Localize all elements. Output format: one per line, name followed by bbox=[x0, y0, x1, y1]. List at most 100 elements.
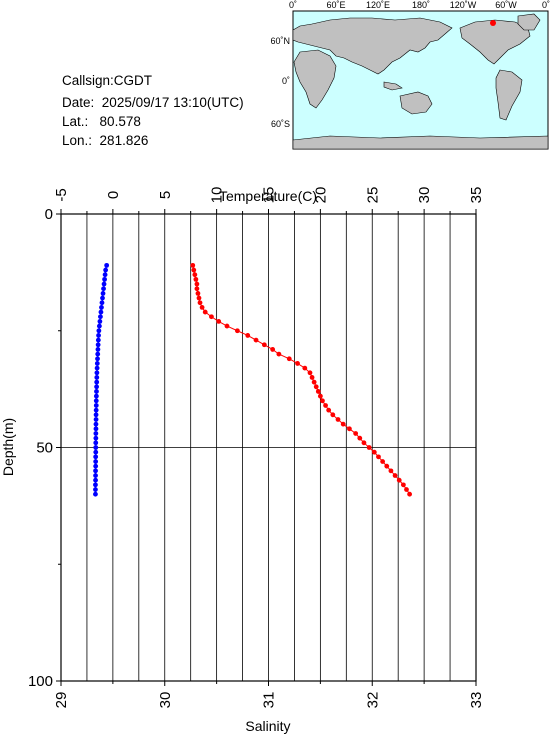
lon-value: 281.826 bbox=[99, 133, 149, 148]
temperature-tick-label: 15 bbox=[261, 187, 278, 204]
temperature-point bbox=[97, 319, 103, 324]
temperature-point bbox=[95, 351, 101, 357]
salinity-point bbox=[404, 487, 409, 492]
salinity-tick-label: 31 bbox=[261, 692, 278, 709]
temperature-point bbox=[93, 407, 99, 413]
salinity-point bbox=[366, 445, 372, 450]
temperature-point bbox=[93, 403, 99, 408]
lat-label: Lat.: bbox=[62, 114, 89, 129]
temperature-point bbox=[93, 417, 99, 422]
salinity-point bbox=[245, 333, 251, 338]
temperature-point bbox=[94, 389, 99, 394]
salinity-tick-label: 30 bbox=[157, 692, 174, 709]
date-value: 2025/09/17 13:10(UTC) bbox=[101, 95, 244, 110]
station-marker bbox=[490, 20, 496, 26]
chart-grid bbox=[61, 214, 476, 681]
temperature-point bbox=[96, 323, 102, 329]
date-label: Date: bbox=[62, 95, 95, 110]
temperature-point bbox=[98, 309, 104, 315]
chart-series bbox=[93, 262, 412, 497]
temperature-point bbox=[103, 267, 109, 273]
salinity-point bbox=[347, 426, 352, 432]
temperature-point bbox=[94, 361, 100, 366]
depth-ticks: 0 50 100 bbox=[28, 206, 61, 690]
temperature-axis-label: Temperature(C) bbox=[219, 188, 317, 204]
salinity-point bbox=[353, 431, 359, 436]
salinity-tick-label: 32 bbox=[364, 692, 381, 709]
temperature-point bbox=[94, 370, 100, 376]
map-lat-tick: 60˚S bbox=[271, 119, 290, 129]
salinity-tick-label: 33 bbox=[468, 692, 485, 709]
temperature-point bbox=[93, 398, 99, 404]
depth-axis-label: Depth(m) bbox=[0, 418, 16, 476]
salinity-point bbox=[234, 328, 240, 334]
temperature-point bbox=[95, 347, 101, 352]
temperature-point bbox=[100, 295, 105, 301]
salinity-point bbox=[307, 370, 313, 376]
salinity-point bbox=[380, 459, 386, 464]
salinity-axis-label: Salinity bbox=[245, 718, 290, 734]
salinity-point bbox=[295, 361, 300, 366]
temperature-point bbox=[99, 305, 104, 310]
salinity-point bbox=[224, 323, 230, 329]
salinity-point bbox=[302, 365, 308, 371]
temperature-point bbox=[93, 473, 98, 478]
land-africa bbox=[293, 49, 337, 109]
temperature-point bbox=[93, 440, 99, 446]
salinity-point bbox=[192, 272, 198, 278]
land-islands bbox=[383, 81, 403, 91]
temperature-point bbox=[93, 449, 99, 455]
salinity-point bbox=[317, 393, 323, 399]
map-lon-tick: 120˚E bbox=[366, 0, 390, 10]
salinity-point bbox=[388, 468, 394, 474]
world-map: 0˚ 60˚E 120˚E 180˚ 120˚W 60˚W 0˚ 60˚N 0˚… bbox=[270, 0, 550, 150]
salinity-point bbox=[197, 300, 203, 306]
temperature-point bbox=[95, 337, 101, 343]
salinity-profile-line bbox=[192, 265, 411, 495]
salinity-point bbox=[190, 262, 196, 268]
salinity-point bbox=[309, 375, 315, 380]
salinity-point bbox=[261, 342, 267, 348]
temperature-point bbox=[96, 333, 101, 338]
temperature-point bbox=[93, 487, 98, 492]
temperature-point bbox=[101, 286, 106, 292]
temperature-tick-label: 30 bbox=[416, 187, 433, 204]
temperature-point bbox=[93, 421, 99, 427]
map-lon-tick: 0˚ bbox=[289, 0, 297, 10]
temperature-point bbox=[100, 290, 106, 296]
salinity-point bbox=[199, 305, 205, 310]
temperature-tick-label: 0 bbox=[105, 191, 122, 199]
salinity-point bbox=[313, 384, 319, 390]
temperature-point bbox=[93, 491, 98, 497]
temperature-point bbox=[93, 412, 99, 418]
temperature-point bbox=[94, 384, 99, 390]
salinity-point bbox=[253, 337, 259, 343]
temperature-point bbox=[95, 356, 100, 362]
land-eurasia bbox=[292, 17, 453, 75]
map-lon-tick: 120˚W bbox=[450, 0, 477, 10]
temperature-point bbox=[94, 375, 100, 380]
salinity-point bbox=[400, 482, 406, 488]
salinity-point bbox=[196, 295, 202, 301]
temperature-point bbox=[93, 482, 98, 488]
salinity-point bbox=[323, 403, 328, 408]
lat-row: Lat.: 80.578 bbox=[62, 115, 141, 129]
lat-value: 80.578 bbox=[99, 114, 141, 129]
map-lon-tick: 180˚ bbox=[412, 0, 430, 10]
temperature-point bbox=[94, 365, 100, 371]
map-lat-tick: 0˚ bbox=[282, 76, 290, 86]
salinity-point bbox=[311, 379, 317, 385]
salinity-point bbox=[407, 491, 412, 497]
temperature-point bbox=[98, 314, 103, 320]
salinity-point bbox=[371, 449, 377, 455]
map-lat-ticks: 60˚N 0˚ 60˚S bbox=[270, 36, 290, 129]
date-row: Date: 2025/09/17 13:10(UTC) bbox=[62, 96, 244, 110]
salinity-point bbox=[191, 267, 197, 273]
temperature-point bbox=[95, 342, 101, 348]
salinity-point bbox=[376, 454, 381, 460]
temperature-point bbox=[93, 454, 99, 460]
salinity-point bbox=[396, 477, 402, 483]
depth-tick-label: 0 bbox=[45, 206, 53, 223]
land-greenland bbox=[517, 13, 541, 31]
map-lon-tick: 60˚E bbox=[326, 0, 345, 10]
